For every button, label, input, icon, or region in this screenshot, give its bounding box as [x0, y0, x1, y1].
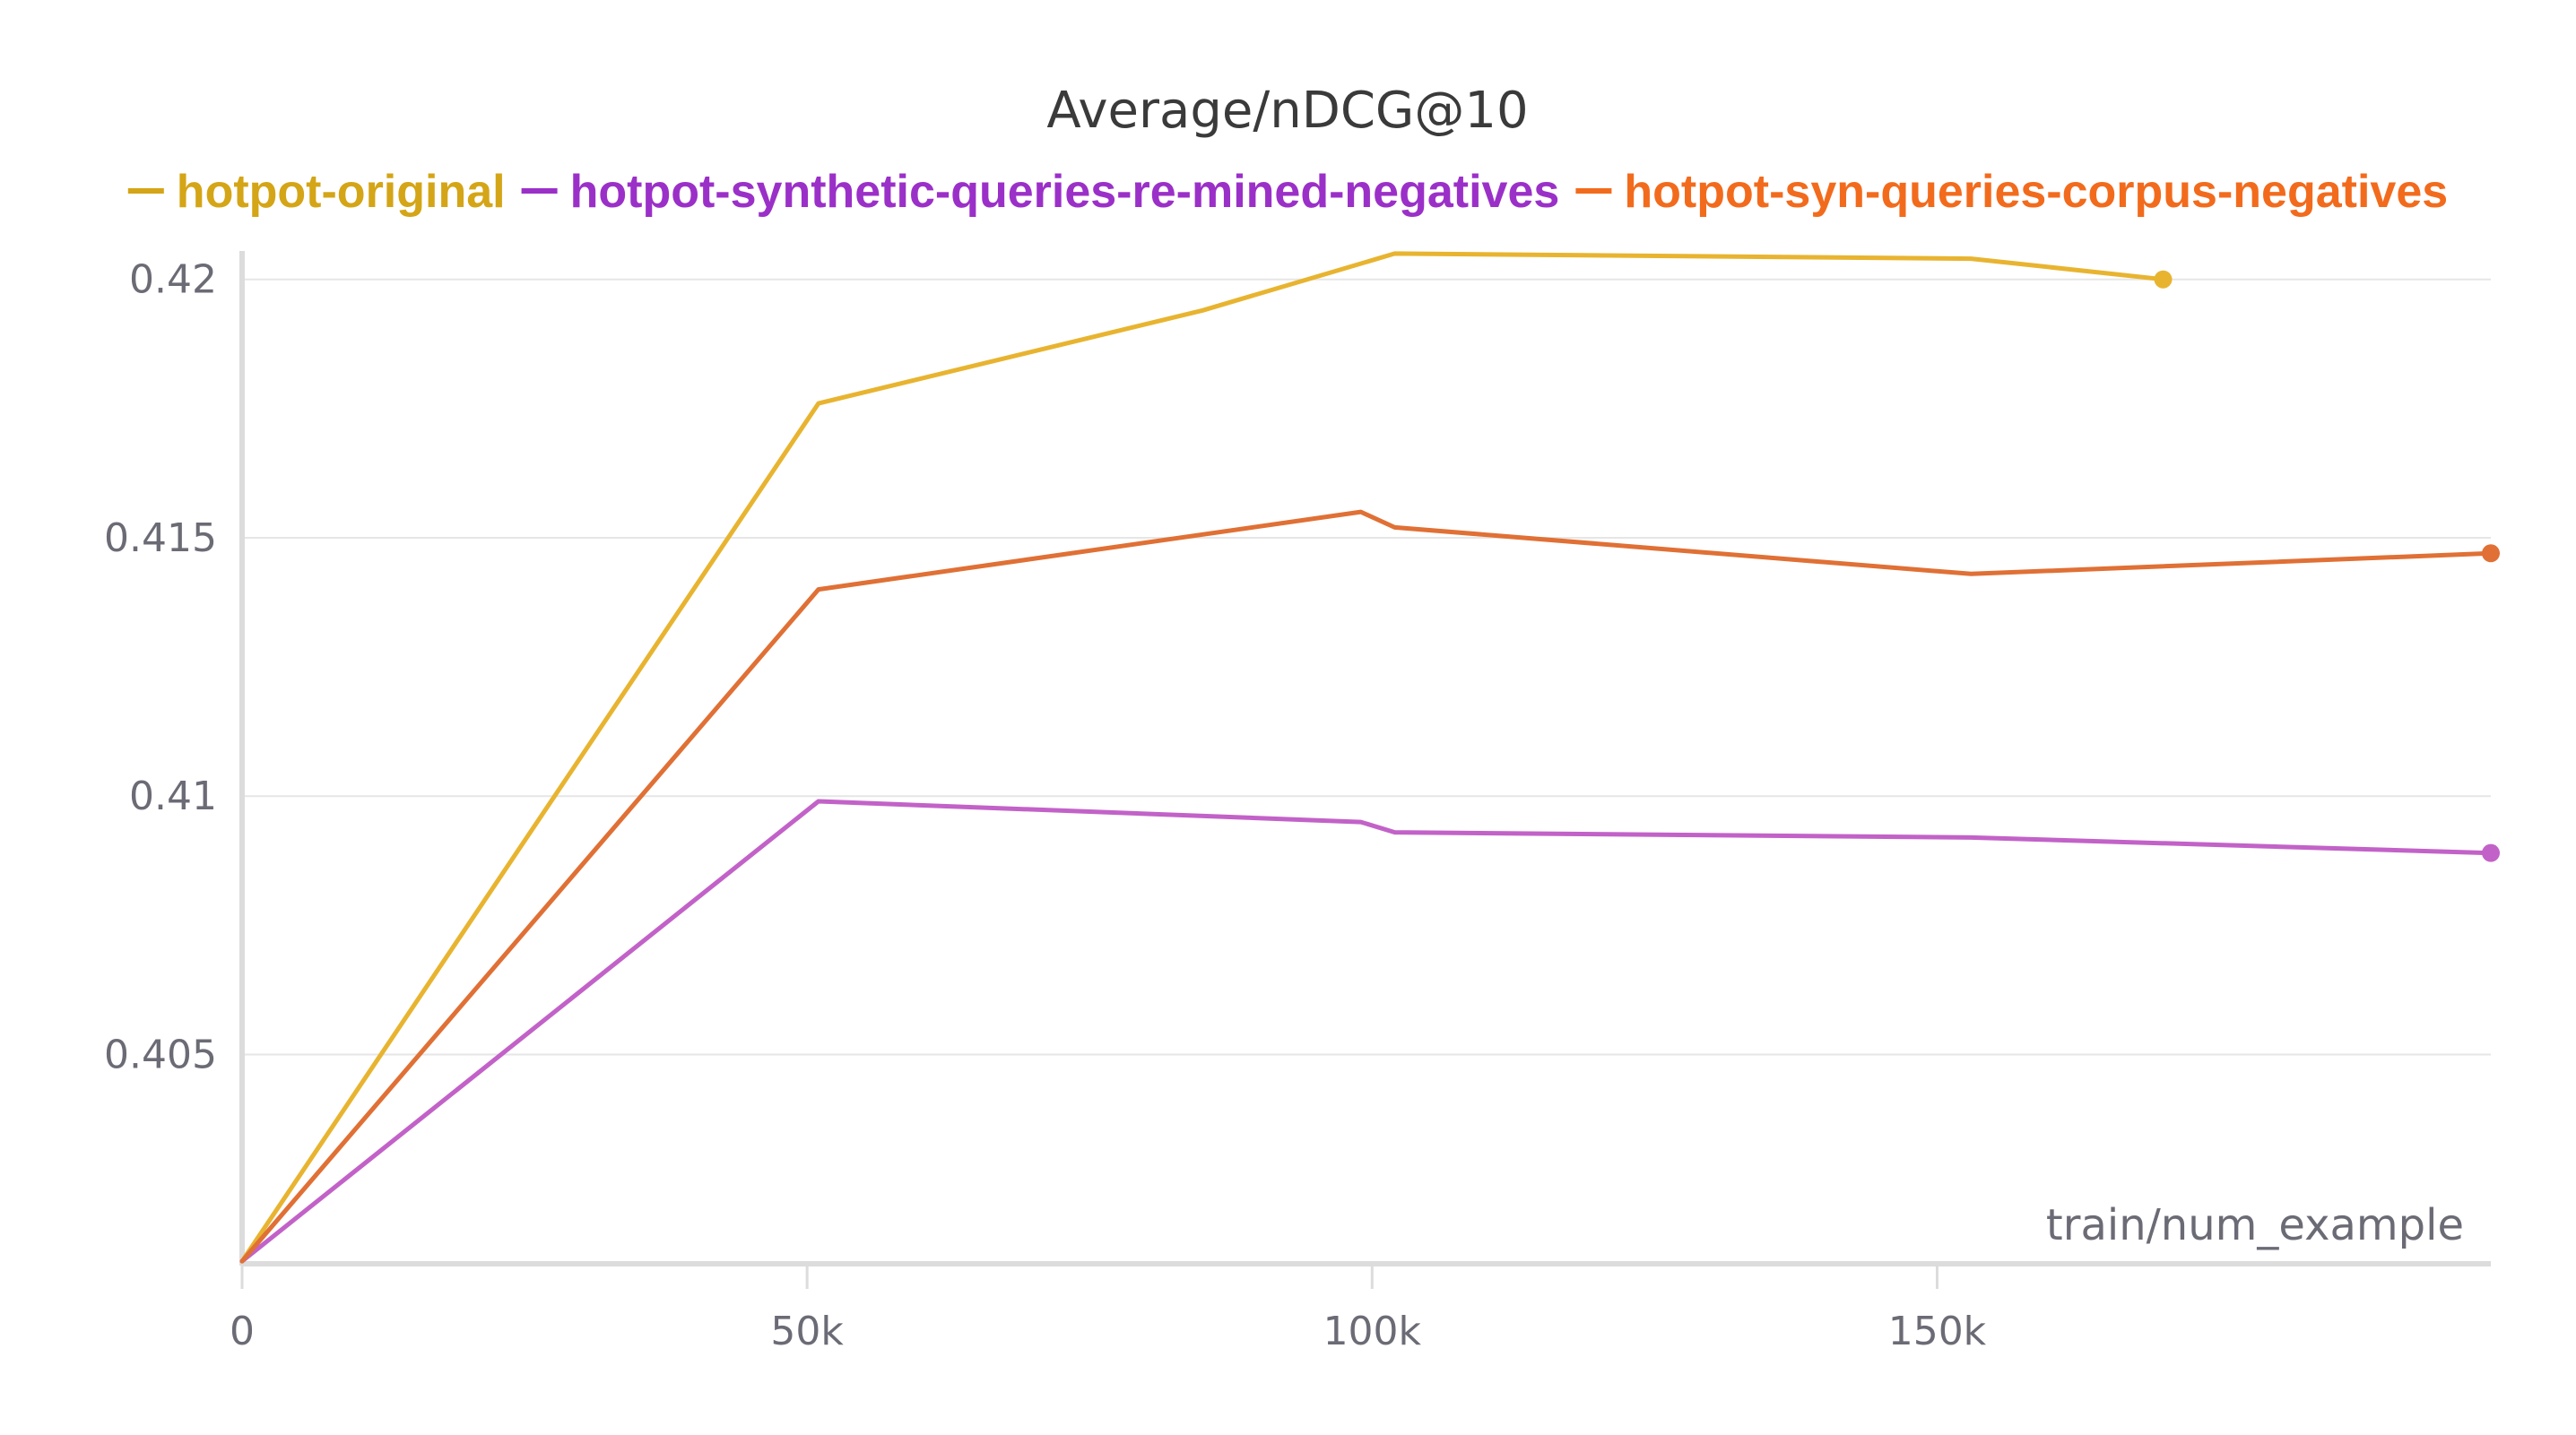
legend-item: hotpot-original — [127, 166, 506, 218]
x-axis-ticks: 0 50k 100k 150k — [230, 1264, 1987, 1354]
series-line-hotpot-syn-queries-corpus-negatives — [239, 509, 2494, 1264]
x-tick-label: 50k — [770, 1309, 844, 1354]
x-tick-label: 150k — [1888, 1309, 1987, 1354]
x-axis-label: train/num_example — [2046, 1200, 2464, 1250]
y-tick-label: 0.405 — [104, 1033, 217, 1078]
legend-item: hotpot-syn-queries-corpus-negatives — [1575, 166, 2448, 218]
series-end-point-hotpot-synthetic-queries-re-mined-negatives — [2482, 843, 2500, 862]
series-end-point-hotpot-original — [2154, 270, 2173, 289]
x-tick-label: 100k — [1323, 1309, 1422, 1354]
y-tick-label: 0.41 — [129, 774, 217, 819]
series-lines — [239, 251, 2500, 1264]
series-end-point-hotpot-syn-queries-corpus-negatives — [2482, 544, 2500, 563]
y-tick-label: 0.415 — [104, 515, 217, 561]
legend-label: hotpot-original — [177, 166, 506, 218]
legend-label: hotpot-syn-queries-corpus-negatives — [1624, 166, 2448, 218]
y-tick-label: 0.42 — [129, 257, 217, 303]
chart-title: Average/nDCG@10 — [1046, 82, 1528, 140]
legend-item: hotpot-synthetic-queries-re-mined-negati… — [521, 166, 1560, 218]
legend: hotpot-original hotpot-synthetic-queries-… — [127, 166, 2448, 218]
gridlines — [242, 278, 2491, 1056]
series-line-hotpot-original — [239, 251, 2165, 1264]
y-axis-ticks: 0.405 0.41 0.415 0.42 — [104, 257, 217, 1078]
axes — [239, 251, 2491, 1266]
legend-label: hotpot-synthetic-queries-re-mined-negati… — [570, 166, 1560, 218]
x-tick-label: 0 — [230, 1309, 255, 1354]
series-line-hotpot-synthetic-queries-re-mined-negatives — [239, 799, 2494, 1264]
